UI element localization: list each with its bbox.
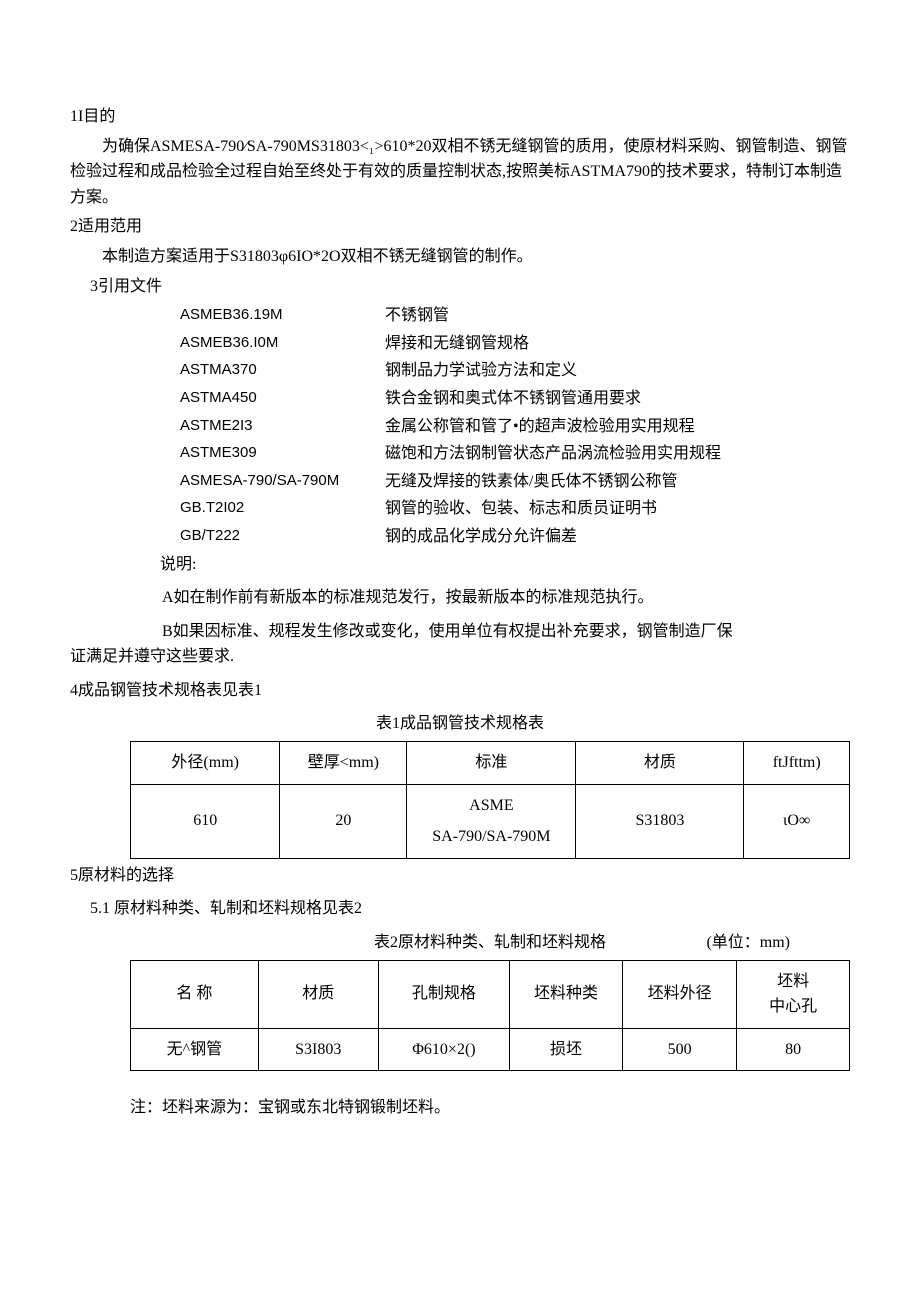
reference-row: GB/T222钢的成品化学成分允许偏差 — [70, 524, 850, 550]
section-2-heading: 2适用范用 — [70, 214, 850, 240]
table-2: 名 称材质孔制规格坯料种类坯料外径坯料中心孔无^钢管S3I803Φ610×2()… — [130, 960, 850, 1072]
section-1-heading: 1I目的 — [70, 104, 850, 130]
table-data-cell: S31803 — [576, 784, 744, 858]
reference-code: ASMEB36.I0M — [180, 331, 385, 357]
section-3-heading: 3引用文件 — [70, 274, 850, 300]
table-2-unit: (单位：mm) — [706, 930, 790, 956]
table-1-caption: 表1成品钢管技术规格表 — [70, 711, 850, 737]
table-header-cell: 孔制规格 — [378, 960, 510, 1028]
reference-row: ASMEB36.19M不锈钢管 — [70, 303, 850, 329]
table-header-cell: 名 称 — [131, 960, 259, 1028]
reference-desc: 钢制品力学试验方法和定义 — [385, 358, 850, 384]
table-data-cell: 20 — [280, 784, 407, 858]
table-header-cell: 坯料外径 — [622, 960, 737, 1028]
table-2-caption: 表2原材料种类、轧制和坯料规格 — [374, 930, 606, 956]
reference-desc: 不锈钢管 — [385, 303, 850, 329]
note-a: A如在制作前有新版本的标准规范发行，按最新版本的标准规范执行。 — [130, 585, 850, 611]
table-data-cell: 500 — [622, 1028, 737, 1071]
reference-code: GB/T222 — [180, 524, 385, 550]
section-1-body: 为确保ASMESA-790⁄SA-790MS31803<₁>610*20双相不锈… — [70, 134, 850, 211]
table-header-cell: 坯料种类 — [510, 960, 623, 1028]
table-2-footnote: 注：坯料来源为：宝钢或东北特钢锻制坯料。 — [130, 1095, 850, 1121]
section-2-body: 本制造方案适用于S31803φ6IO*2O双相不锈无缝钢管的制作。 — [70, 244, 850, 270]
reference-row: ASTME2I3金属公称管和管了•的超声波检验用实用规程 — [70, 414, 850, 440]
reference-row: ASTME309磁饱和方法钢制管状态产品涡流检验用实用规程 — [70, 441, 850, 467]
reference-code: GB.T2I02 — [180, 496, 385, 522]
reference-row: GB.T2I02钢管的验收、包装、标志和质员证明书 — [70, 496, 850, 522]
table-data-cell: 610 — [131, 784, 280, 858]
table-data-cell: 80 — [737, 1028, 850, 1071]
reference-row: ASMEB36.I0M焊接和无缝钢管规格 — [70, 331, 850, 357]
reference-code: ASMESA-790/SA-790M — [180, 469, 385, 495]
table-data-cell: ASMESA-790/SA-790M — [407, 784, 576, 858]
table-header-cell: 材质 — [258, 960, 378, 1028]
reference-desc: 铁合金钢和奥式体不锈钢管通用要求 — [385, 386, 850, 412]
reference-code: ASTMA370 — [180, 358, 385, 384]
section-5-1-heading: 5.1 原材料种类、轧制和坯料规格见表2 — [90, 896, 850, 922]
reference-desc: 钢管的验收、包装、标志和质员证明书 — [385, 496, 850, 522]
reference-code: ASTMA450 — [180, 386, 385, 412]
reference-code: ASTME2I3 — [180, 414, 385, 440]
table-header-cell: ftJfttm) — [744, 742, 850, 785]
shuoming-label: 说明: — [160, 552, 850, 578]
reference-desc: 金属公称管和管了•的超声波检验用实用规程 — [385, 414, 850, 440]
table-header-cell: 壁厚<mm) — [280, 742, 407, 785]
section-4-heading: 4成品钢管技术规格表见表1 — [70, 678, 850, 704]
table-data-cell: 损坯 — [510, 1028, 623, 1071]
table-data-cell: S3I803 — [258, 1028, 378, 1071]
table-header-cell: 材质 — [576, 742, 744, 785]
reference-row: ASMESA-790/SA-790M无缝及焊接的铁素体/奥氏体不锈钢公称管 — [70, 469, 850, 495]
reference-desc: 钢的成品化学成分允许偏差 — [385, 524, 850, 550]
table-header-cell: 坯料中心孔 — [737, 960, 850, 1028]
reference-code: ASTME309 — [180, 441, 385, 467]
table-1: 外径(mm)壁厚<mm)标准材质ftJfttm) 61020ASMESA-790/… — [130, 741, 850, 859]
references-list: ASMEB36.19M不锈钢管ASMEB36.I0M焊接和无缝钢管规格ASTMA… — [70, 303, 850, 549]
table-data-cell: Φ610×2() — [378, 1028, 510, 1071]
section-5-heading: 5原材料的选择 — [70, 863, 850, 889]
reference-desc: 焊接和无缝钢管规格 — [385, 331, 850, 357]
table-header-cell: 标准 — [407, 742, 576, 785]
reference-desc: 无缝及焊接的铁素体/奥氏体不锈钢公称管 — [385, 469, 850, 495]
note-b: B如果因标准、规程发生修改或变化，使用单位有权提出补充要求，钢管制造厂保证满足并… — [70, 619, 850, 670]
table-data-cell: ιO∞ — [744, 784, 850, 858]
reference-code: ASMEB36.19M — [180, 303, 385, 329]
reference-row: ASTMA370钢制品力学试验方法和定义 — [70, 358, 850, 384]
reference-row: ASTMA450铁合金钢和奥式体不锈钢管通用要求 — [70, 386, 850, 412]
table-header-cell: 外径(mm) — [131, 742, 280, 785]
table-data-cell: 无^钢管 — [131, 1028, 259, 1071]
reference-desc: 磁饱和方法钢制管状态产品涡流检验用实用规程 — [385, 441, 850, 467]
